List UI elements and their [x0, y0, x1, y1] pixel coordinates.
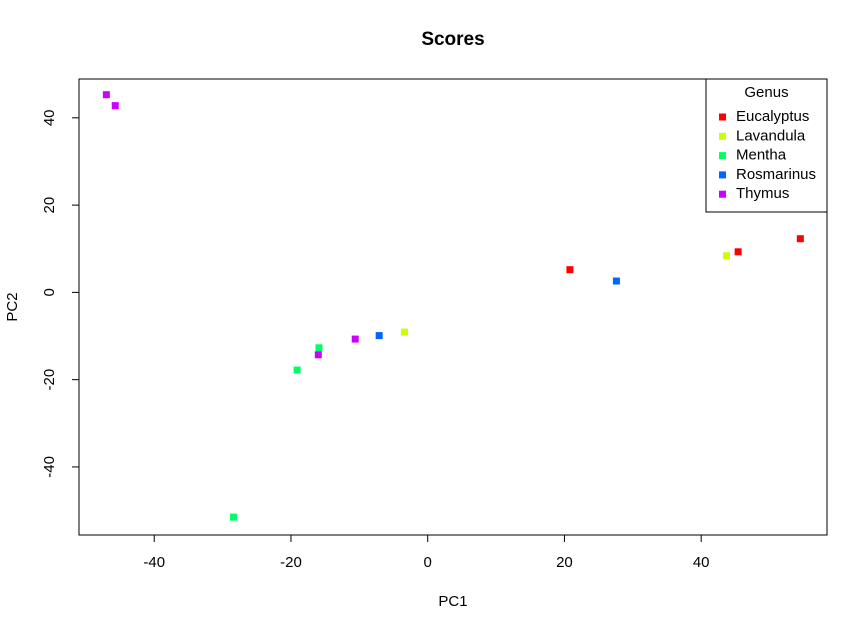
legend-swatch	[719, 171, 726, 179]
x-tick-label: -20	[280, 554, 302, 571]
x-tick-label: 20	[556, 554, 573, 571]
point	[722, 252, 730, 260]
point	[351, 335, 359, 343]
point	[734, 248, 742, 256]
legend-swatch	[719, 152, 726, 160]
point	[230, 513, 238, 521]
point	[796, 235, 804, 243]
point	[314, 351, 322, 359]
y-tick-label: 20	[41, 197, 58, 214]
y-tick-label: -20	[41, 369, 58, 391]
point	[566, 266, 574, 274]
y-tick-label: 40	[41, 109, 58, 126]
y-tick-label: 0	[41, 288, 58, 296]
x-tick-label: 0	[424, 554, 432, 571]
legend-label: Mentha	[736, 147, 787, 164]
y-axis-label: PC2	[4, 292, 21, 321]
x-axis-label: PC1	[438, 593, 467, 610]
legend-title: Genus	[744, 84, 788, 101]
legend-label: Thymus	[736, 185, 789, 202]
point	[375, 332, 383, 340]
point	[400, 328, 408, 336]
legend-label: Rosmarinus	[736, 166, 816, 183]
x-tick-label: -40	[143, 554, 165, 571]
legend-box	[705, 78, 828, 213]
point	[293, 366, 301, 374]
legend-swatch	[719, 113, 726, 121]
chart-title: Scores	[421, 29, 484, 50]
legend-label: Eucalyptus	[736, 108, 809, 125]
legend-swatch	[719, 190, 726, 198]
point	[102, 91, 110, 99]
x-tick-label: 40	[693, 554, 710, 571]
legend-swatch	[719, 132, 726, 140]
legend-label: Lavandula	[736, 127, 806, 144]
point	[612, 277, 620, 285]
point	[315, 344, 323, 352]
plot-frame	[78, 78, 828, 536]
point	[111, 102, 119, 110]
y-tick-label: -40	[41, 456, 58, 478]
